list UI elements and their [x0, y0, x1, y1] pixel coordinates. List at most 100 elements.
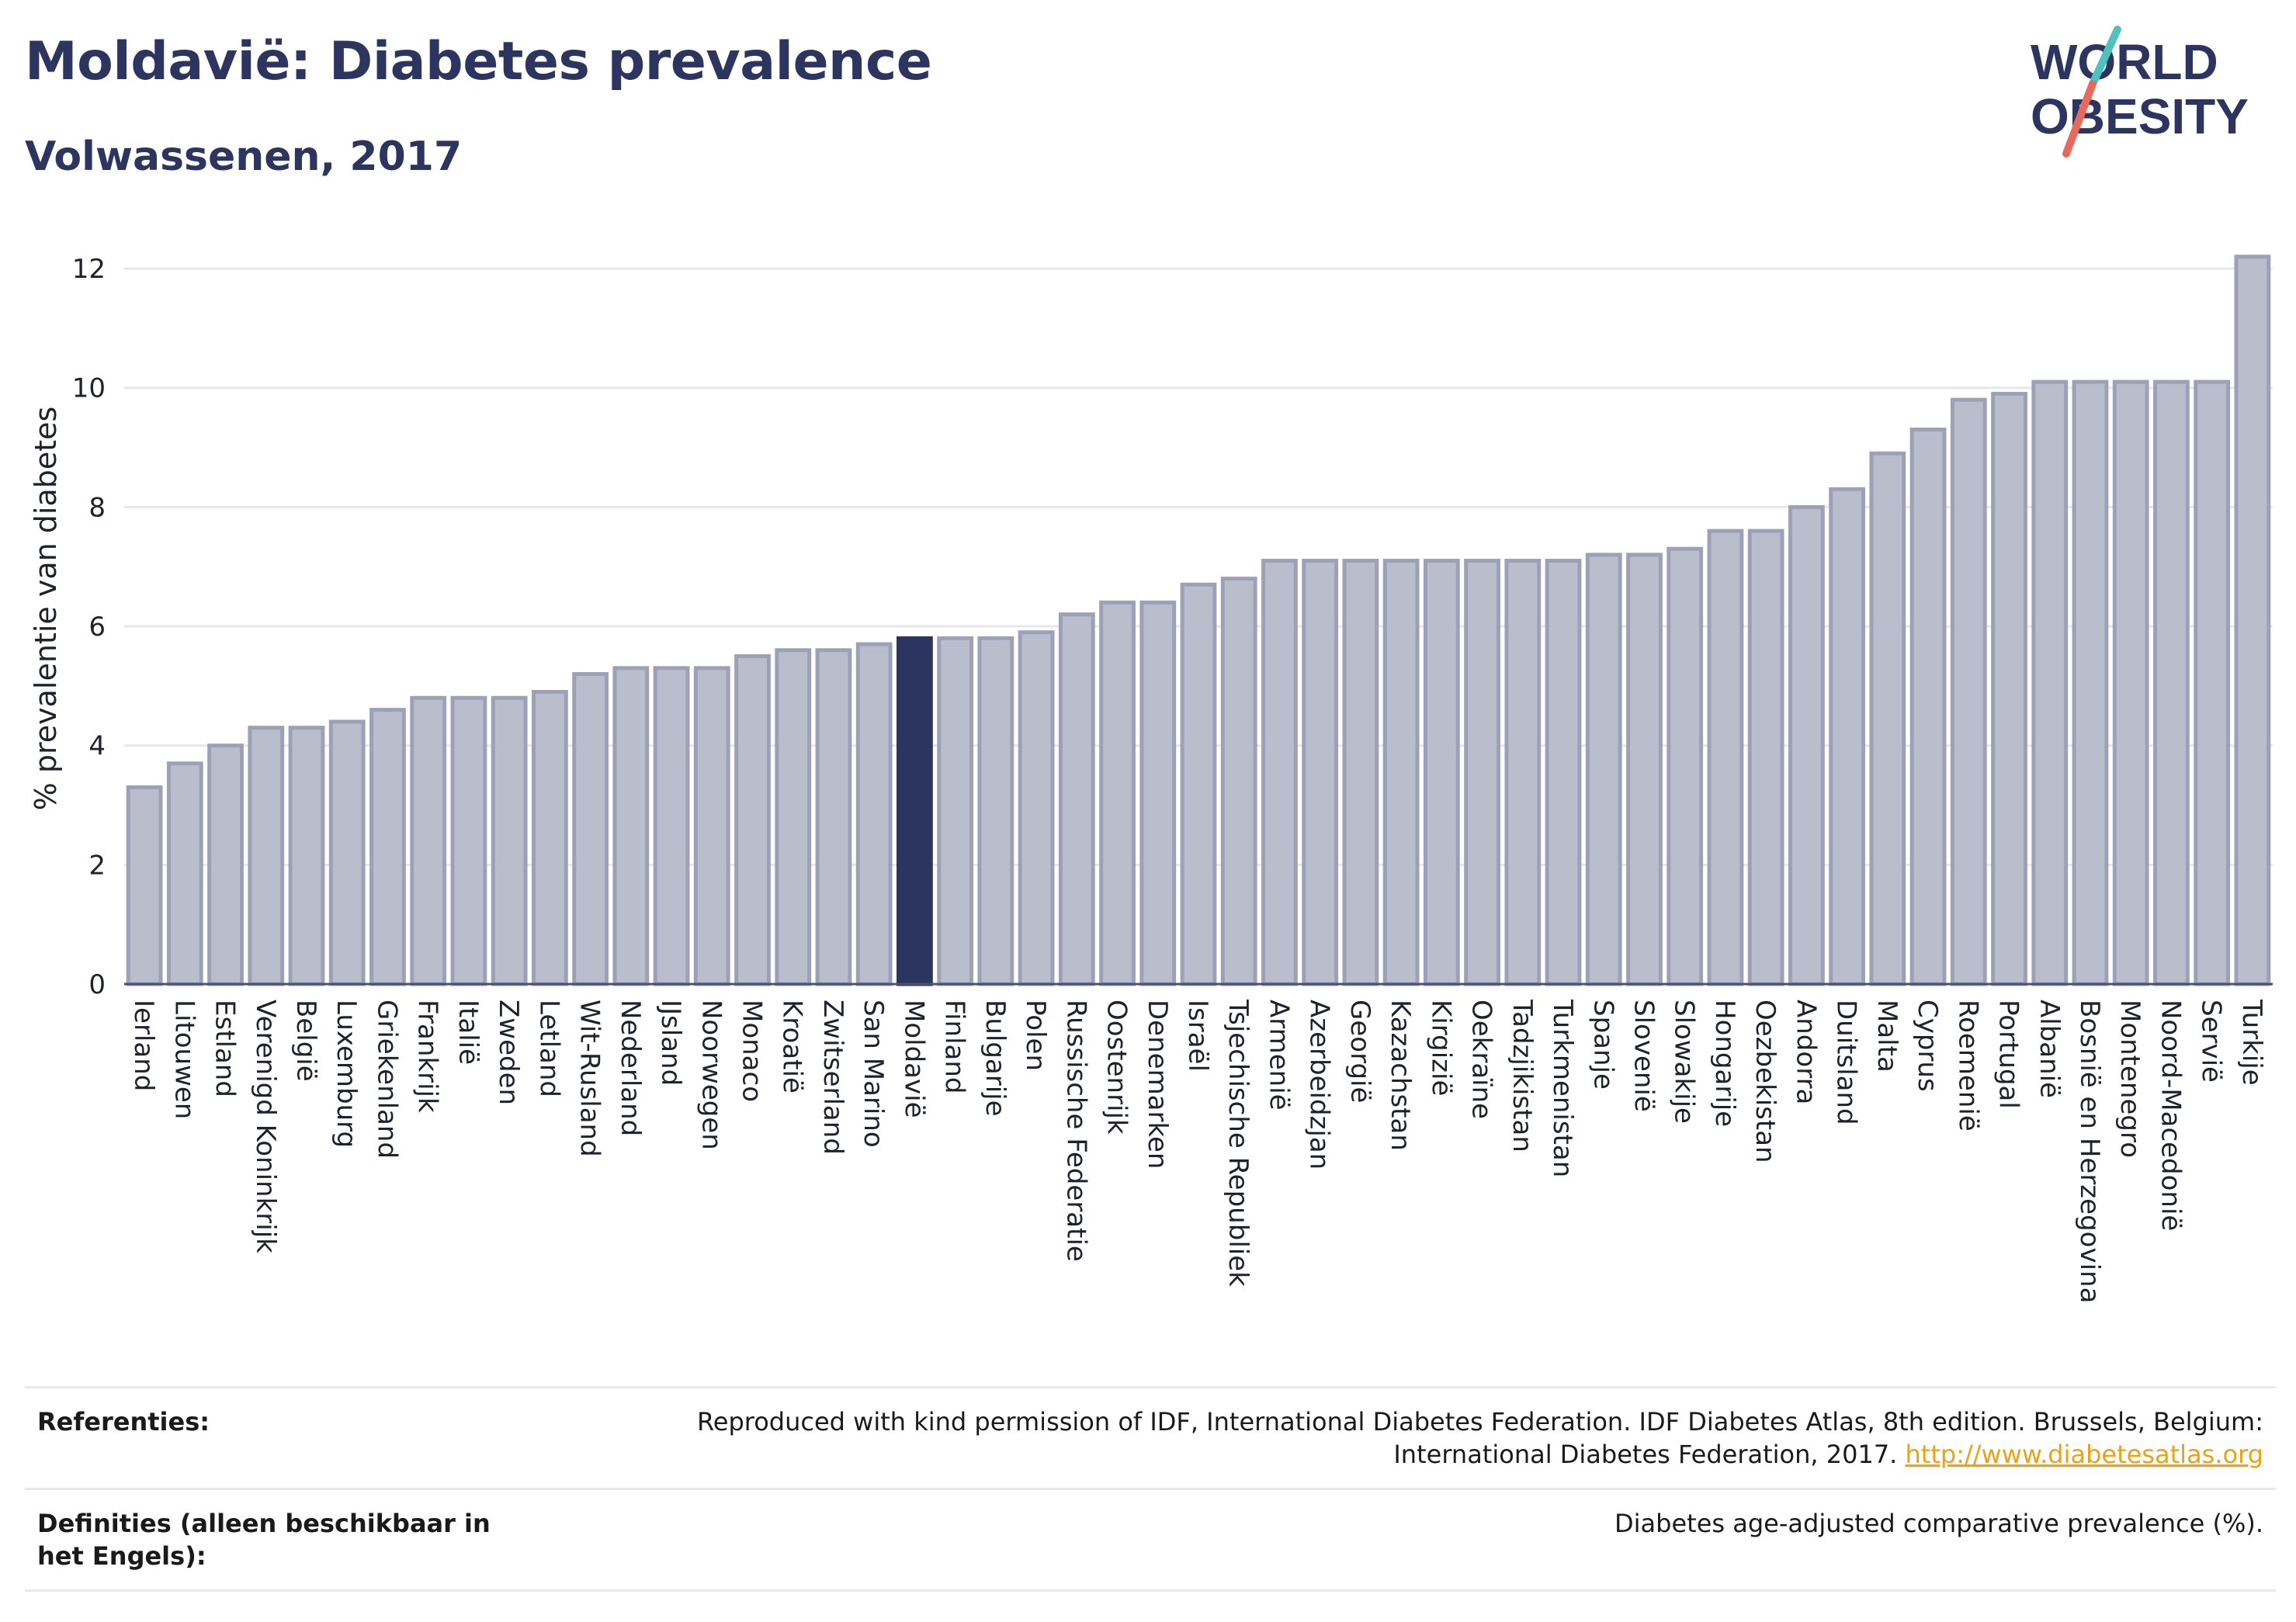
x-tick-label: Bulgarije	[980, 1000, 1011, 1117]
bar-highlight	[897, 636, 933, 986]
x-tick-label: Noord-Macedonië	[2155, 1000, 2186, 1231]
references-content: Reproduced with kind permission of IDF, …	[546, 1388, 2276, 1488]
x-tick-label: Finland	[939, 1000, 970, 1094]
y-tick-label: 8	[88, 492, 106, 523]
bar	[531, 690, 568, 986]
logo-slash-teal	[2089, 26, 2121, 88]
x-tick-label: Litouwen	[168, 1000, 199, 1119]
x-tick-label: Turkije	[2236, 999, 2267, 1086]
y-axis-title: % prevalentie van diabetes	[29, 407, 63, 811]
bar	[1585, 553, 1622, 986]
logo-text-line1: WORLD	[2031, 34, 2218, 90]
x-tick-label: Malta	[1871, 1000, 1902, 1073]
bar	[815, 648, 852, 986]
x-tick-label: Oezbekistan	[1750, 1000, 1781, 1163]
x-tick-label: Denemarken	[1142, 1000, 1173, 1169]
x-tick-label: Zweden	[493, 1000, 524, 1105]
bar	[328, 719, 366, 986]
x-tick-label: Oostenrijk	[1101, 1000, 1132, 1135]
bar	[288, 726, 325, 986]
bar	[1788, 504, 1825, 986]
bar	[1707, 529, 1744, 986]
x-tick-label: Polen	[1020, 1000, 1051, 1071]
x-tick-label: Wit-Rusland	[574, 1000, 605, 1157]
bar	[775, 648, 812, 986]
x-tick-label: Nederland	[615, 1000, 646, 1136]
definitions-row: Definities (alleen beschikbaar in het En…	[25, 1488, 2276, 1592]
bar	[937, 636, 974, 986]
x-tick-label: Bosnië en Herzegovina	[2074, 1000, 2105, 1303]
y-tick-label: 10	[72, 373, 106, 404]
bar	[450, 695, 487, 986]
bar	[1139, 600, 1177, 986]
x-tick-label: IJsland	[655, 1000, 686, 1086]
x-tick-label: Slowakije	[1669, 1000, 1700, 1124]
bar	[855, 642, 893, 986]
x-tick-label: Duitsland	[1831, 1000, 1862, 1125]
references-text: Reproduced with kind permission of IDF, …	[696, 1407, 2263, 1469]
bar	[1909, 428, 1947, 986]
bar	[1220, 577, 1257, 986]
x-tick-label: Verenigd Koninkrijk	[250, 1000, 281, 1253]
x-tick-label: Kirgizië	[1425, 1000, 1456, 1096]
x-tick-label: Azerbeidzjan	[1304, 1000, 1335, 1170]
x-tick-label: Zwitserland	[817, 1000, 848, 1155]
references-label: Referenties:	[37, 1407, 210, 1437]
bar	[1747, 529, 1784, 986]
bar	[126, 785, 163, 986]
x-tick-label: Kroatië	[777, 1000, 808, 1093]
bars	[126, 255, 2271, 986]
x-tick-label: Griekenland	[371, 1000, 402, 1159]
x-tick-label: Israël	[1182, 1000, 1213, 1072]
x-tick-label: Servië	[2196, 1000, 2227, 1083]
x-tick-label: België	[290, 1000, 321, 1082]
logo-slash-coral	[2062, 80, 2097, 158]
bar	[248, 726, 285, 986]
y-tick-label: 0	[88, 969, 106, 1000]
x-tick-label: Ierland	[128, 1000, 159, 1091]
world-obesity-logo: WORLD OBESITY	[2031, 26, 2249, 158]
bar	[612, 666, 650, 986]
x-tick-label: Russische Federatie	[1060, 1000, 1091, 1262]
x-tick-label: Italië	[453, 1000, 484, 1065]
x-tick-label: Roemenië	[1952, 1000, 1983, 1132]
bar	[1058, 612, 1095, 986]
bar	[2153, 380, 2190, 986]
bar	[653, 666, 690, 986]
y-tick-label: 12	[72, 254, 106, 285]
bar	[410, 695, 447, 986]
y-tick-label: 4	[88, 731, 106, 762]
bar	[1464, 559, 1500, 986]
references-link[interactable]: http://www.diabetesatlas.org	[1905, 1440, 2263, 1469]
x-tick-label: Andorra	[1790, 1000, 1821, 1104]
y-tick-label: 2	[88, 850, 106, 881]
logo-text-line2: OBESITY	[2031, 88, 2249, 144]
bar	[2031, 380, 2069, 986]
x-axis-labels: Ierland Litouwen Estland Verenigd Koninkrij…	[128, 999, 2267, 1303]
page-title: Moldavië: Diabetes prevalence	[25, 31, 932, 92]
x-tick-label: Moldavië	[898, 1000, 929, 1118]
bar	[207, 743, 244, 986]
y-tick-label: 6	[88, 612, 106, 643]
bar	[1261, 559, 1298, 986]
bar	[1545, 559, 1582, 986]
definitions-text: Diabetes age-adjusted comparative preval…	[1614, 1509, 2263, 1538]
bar	[1099, 600, 1136, 986]
x-tick-label: Tsjechische Republiek	[1223, 999, 1254, 1287]
bar	[734, 653, 771, 986]
bar	[1342, 559, 1379, 986]
bar	[1667, 546, 1704, 986]
bar	[166, 761, 203, 986]
bar	[1829, 487, 1866, 986]
x-tick-label: San Marino	[858, 1000, 889, 1148]
bar	[572, 672, 609, 986]
bar	[1423, 559, 1460, 986]
page-subtitle: Volwassenen, 2017	[25, 133, 463, 180]
x-tick-label: Oekraïne	[1466, 1000, 1497, 1119]
bar	[491, 695, 528, 986]
x-tick-label: Frankrijk	[412, 1000, 443, 1113]
x-tick-label: Spanje	[1587, 1000, 1618, 1090]
bar	[1504, 559, 1542, 986]
y-axis-ticks: 0 2 4 6 8 10 12	[72, 254, 106, 1000]
bar	[1991, 391, 2027, 986]
